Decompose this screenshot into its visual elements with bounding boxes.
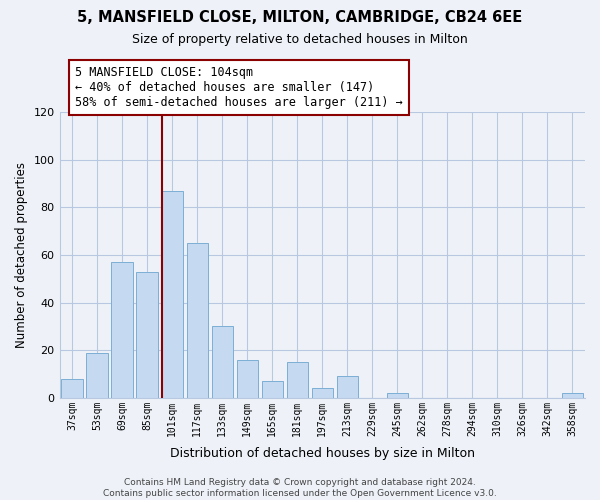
Bar xyxy=(112,262,133,398)
Text: Contains HM Land Registry data © Crown copyright and database right 2024.
Contai: Contains HM Land Registry data © Crown c… xyxy=(103,478,497,498)
Bar xyxy=(337,376,358,398)
Bar xyxy=(311,388,333,398)
Bar xyxy=(161,190,183,398)
Bar xyxy=(236,360,258,398)
Bar xyxy=(61,379,83,398)
X-axis label: Distribution of detached houses by size in Milton: Distribution of detached houses by size … xyxy=(170,447,475,460)
Bar xyxy=(387,393,408,398)
Y-axis label: Number of detached properties: Number of detached properties xyxy=(15,162,28,348)
Text: 5, MANSFIELD CLOSE, MILTON, CAMBRIDGE, CB24 6EE: 5, MANSFIELD CLOSE, MILTON, CAMBRIDGE, C… xyxy=(77,10,523,25)
Bar xyxy=(262,381,283,398)
Text: Size of property relative to detached houses in Milton: Size of property relative to detached ho… xyxy=(132,32,468,46)
Bar xyxy=(86,352,108,398)
Bar xyxy=(136,272,158,398)
Bar xyxy=(187,243,208,398)
Bar xyxy=(287,362,308,398)
Text: 5 MANSFIELD CLOSE: 104sqm
← 40% of detached houses are smaller (147)
58% of semi: 5 MANSFIELD CLOSE: 104sqm ← 40% of detac… xyxy=(76,66,403,109)
Bar xyxy=(562,393,583,398)
Bar xyxy=(212,326,233,398)
